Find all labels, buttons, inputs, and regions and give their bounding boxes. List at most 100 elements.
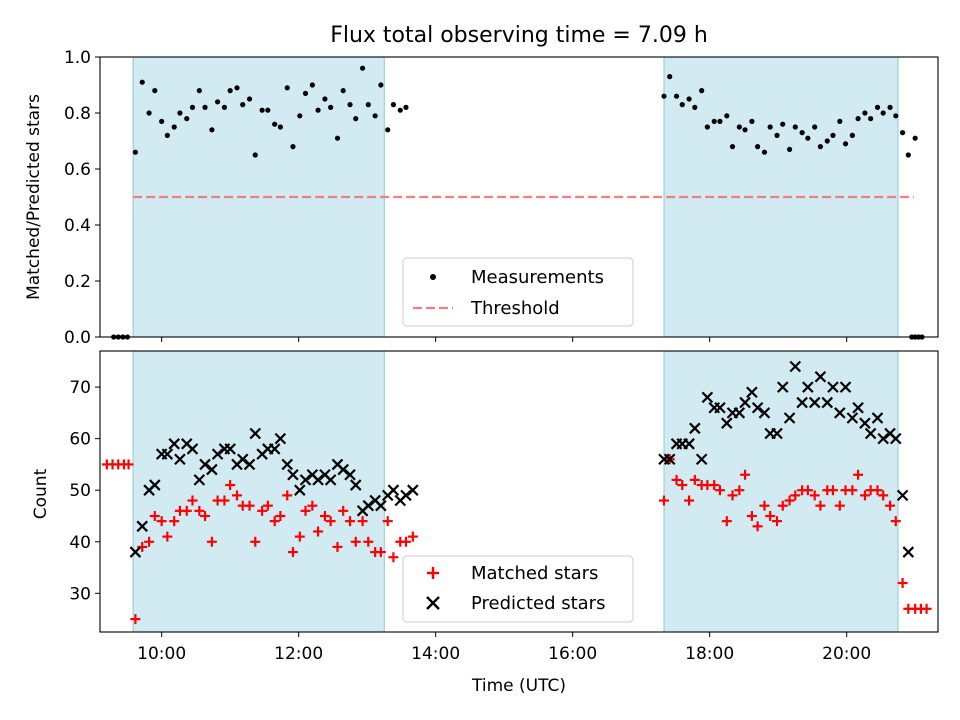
matched-star-point: [219, 495, 230, 506]
cross-b: [193, 474, 206, 486]
predicted-star-point: [695, 453, 708, 466]
predicted-star-point: [663, 453, 676, 466]
cross-b: [721, 417, 733, 429]
x-tick-label: 18:00: [685, 644, 734, 664]
measurement-point: [202, 104, 208, 110]
cross-b: [312, 474, 324, 486]
measurement-point: [849, 132, 855, 138]
measurement-point: [905, 152, 911, 158]
predicted-star-point: [199, 458, 211, 471]
cross-b: [287, 468, 299, 481]
cross-b: [206, 463, 218, 476]
predicted-star-point: [362, 499, 375, 512]
cross-b: [180, 438, 193, 450]
measurement-point: [227, 88, 233, 94]
cross-b: [896, 489, 909, 502]
measurement-point: [221, 104, 228, 110]
predicted-star-point: [174, 453, 186, 466]
measurement-point: [159, 118, 165, 124]
measurement-point: [912, 135, 918, 141]
cross-b: [859, 417, 871, 429]
legend-measurements-label: Measurements: [471, 267, 604, 288]
measurement-point: [334, 135, 341, 141]
measurement-point: [900, 130, 906, 136]
predicted-star-point: [400, 489, 412, 502]
cross-b: [362, 499, 375, 512]
predicted-star-point: [349, 479, 362, 491]
measurement-point: [880, 110, 886, 116]
measurement-point: [855, 116, 861, 122]
measurement-point: [887, 104, 893, 110]
y-tick-label: 0.0: [64, 328, 91, 348]
cross-b: [852, 401, 864, 414]
matched-star-point: [294, 531, 305, 542]
top-panel: 0.0 0.2 0.4 0.6 0.8 1.0 Flux total observing …: [24, 23, 939, 348]
cross-b: [839, 381, 852, 393]
matched-star-point: [677, 480, 688, 491]
measurement-point: [284, 85, 290, 91]
matched-star-point: [684, 495, 695, 506]
cross-b: [129, 546, 142, 558]
predicted-star-point: [274, 432, 287, 445]
y-tick-label: 1.0: [64, 48, 91, 68]
matched-star-point: [407, 531, 418, 542]
predicted-star-point: [758, 407, 771, 419]
cross-b: [400, 489, 412, 502]
measurement-point: [359, 65, 366, 71]
cross-b: [186, 443, 199, 455]
matched-star-point: [897, 578, 908, 589]
measurement-point: [390, 102, 397, 108]
matched-star-point: [759, 500, 770, 511]
measurement-point: [837, 118, 843, 124]
matched-star-point: [350, 536, 361, 547]
x-tick-label: 14:00: [411, 644, 460, 664]
matched-star-point: [357, 516, 368, 527]
predicted-star-point: [129, 546, 142, 558]
predicted-star-point: [206, 463, 218, 476]
matched-star-point: [169, 516, 180, 527]
cross-b: [683, 438, 695, 450]
cross-b: [294, 484, 306, 496]
predicted-star-point: [683, 438, 695, 450]
cross-b: [814, 371, 827, 383]
cross-b: [344, 468, 356, 481]
chart-title: Flux total observing time = 7.09 h: [330, 23, 708, 48]
matched-star-point: [772, 516, 783, 527]
y-tick-label: 50: [69, 481, 91, 501]
predicted-star-point: [871, 412, 884, 424]
matched-star-point: [250, 536, 261, 547]
measurement-point: [812, 124, 818, 130]
y-tick-label: 60: [69, 430, 91, 450]
measurement-point: [403, 104, 409, 110]
matched-star-point: [123, 459, 134, 470]
cross-b: [871, 412, 884, 424]
measurement-point: [673, 93, 680, 99]
cross-b: [864, 427, 877, 440]
x-tick-label: 12:00: [274, 644, 323, 664]
cross-b: [739, 396, 751, 409]
predicted-star-point: [746, 386, 758, 399]
cross-b: [808, 396, 821, 409]
cross-b: [733, 407, 746, 419]
matched-star-point: [790, 490, 801, 501]
cross-b: [689, 422, 701, 435]
cross-b: [268, 443, 281, 455]
matched-star-point: [287, 547, 298, 558]
measurement-point: [259, 107, 265, 113]
observing-interval: [663, 350, 899, 633]
matched-star-point: [815, 500, 826, 511]
cross-b: [789, 360, 802, 373]
cross-b: [407, 484, 419, 496]
matched-star-point: [363, 536, 374, 547]
matched-star-point: [269, 516, 280, 527]
measurement-point: [353, 116, 359, 122]
matched-star-point: [809, 490, 820, 501]
y-tick-label: 30: [69, 584, 91, 604]
predicted-star-point: [859, 417, 871, 429]
predicted-star-point: [814, 371, 827, 383]
predicted-star-point: [827, 381, 839, 393]
measurement-point: [824, 138, 830, 144]
matched-star-point: [921, 603, 932, 614]
predicted-star-point: [776, 381, 789, 393]
predicted-star-point: [783, 412, 796, 424]
